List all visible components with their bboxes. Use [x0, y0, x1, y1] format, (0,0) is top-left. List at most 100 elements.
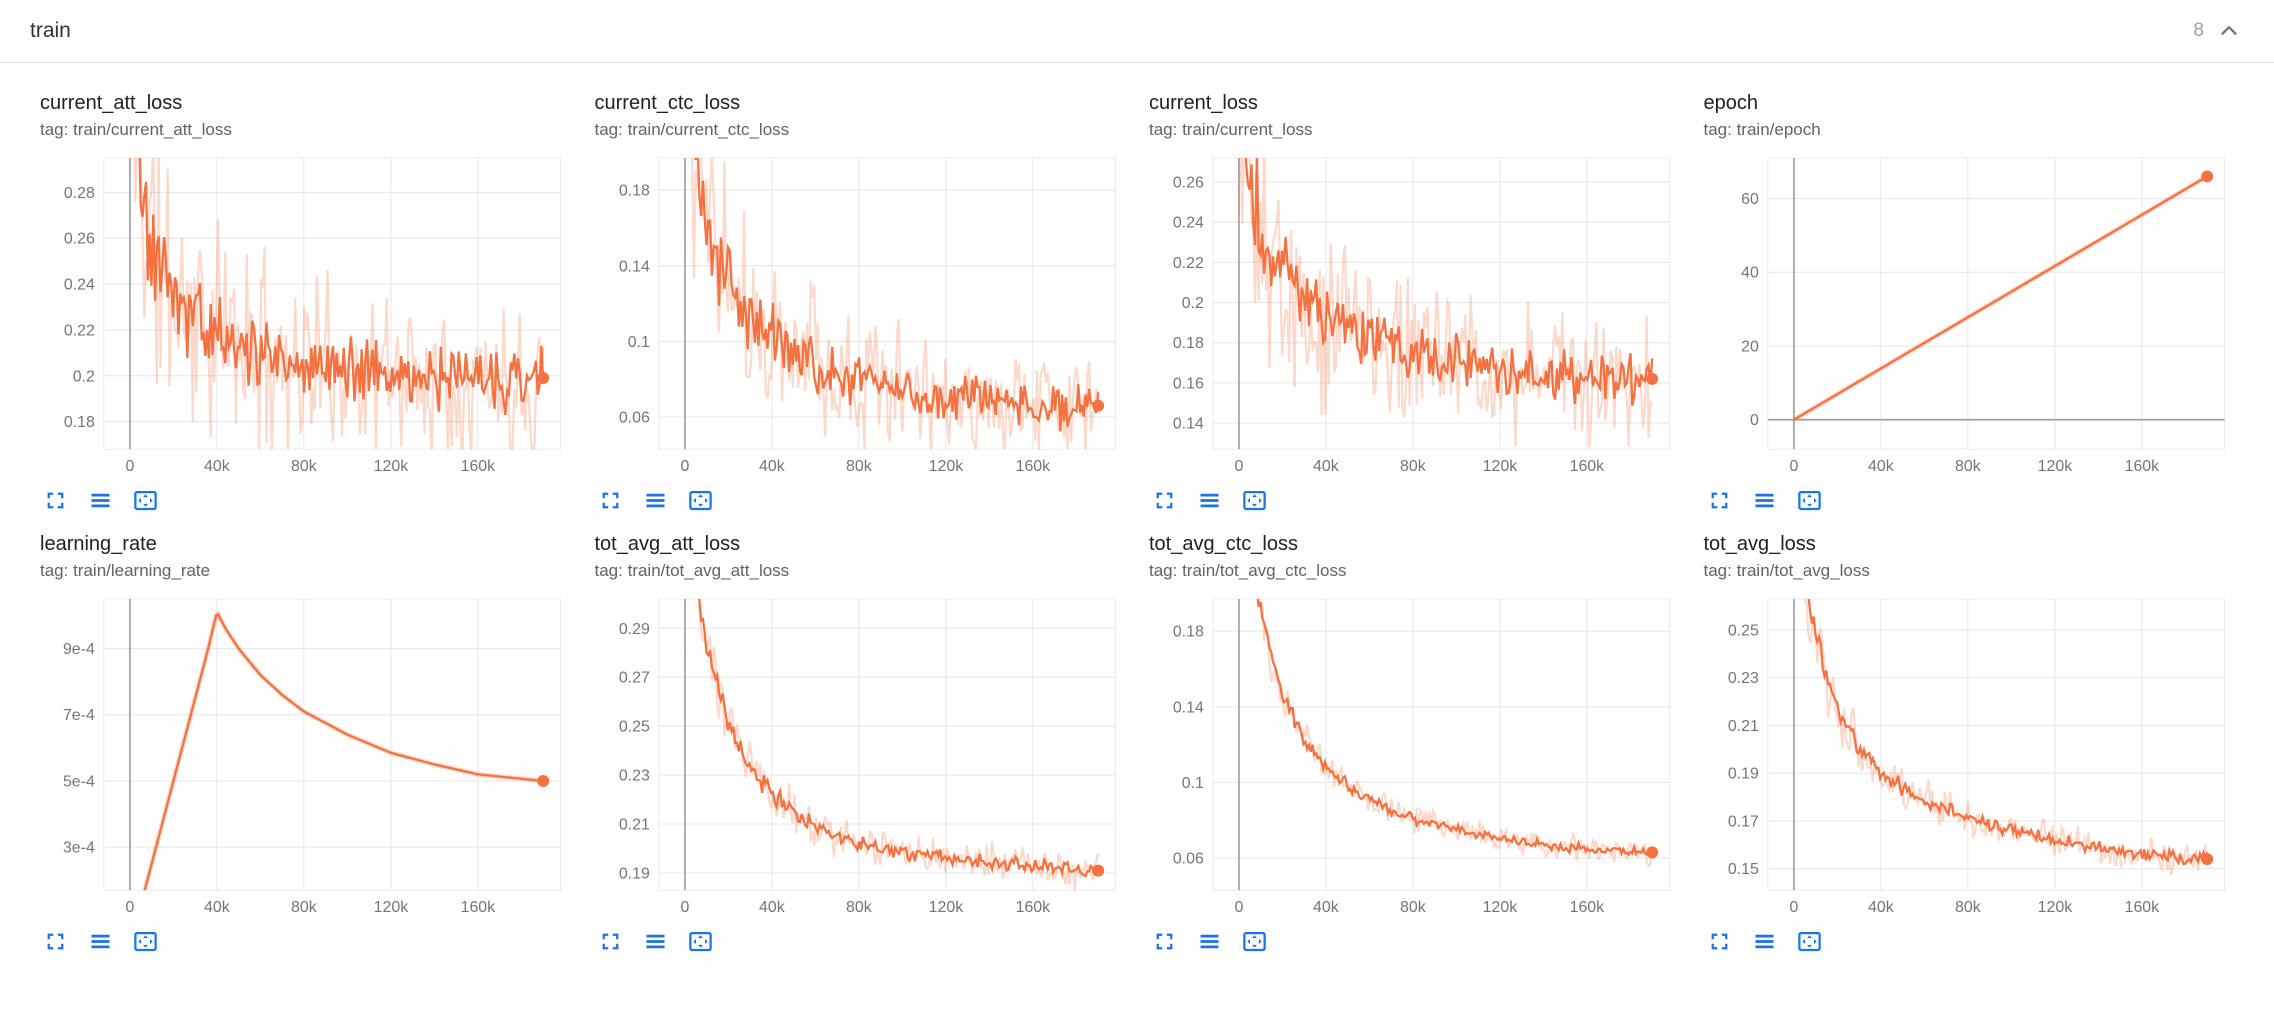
svg-text:40: 40 — [1741, 265, 1759, 282]
svg-text:120k: 120k — [1483, 899, 1518, 916]
svg-text:80k: 80k — [1400, 458, 1426, 475]
fullscreen-icon[interactable] — [1151, 487, 1178, 514]
svg-text:0.25: 0.25 — [1727, 623, 1758, 640]
svg-text:0.23: 0.23 — [618, 768, 649, 785]
svg-text:0.2: 0.2 — [1182, 295, 1204, 312]
svg-text:0: 0 — [1235, 458, 1244, 475]
svg-text:7e-4: 7e-4 — [63, 707, 95, 724]
chart-title: current_ctc_loss — [594, 92, 741, 114]
lines-icon[interactable] — [642, 928, 669, 955]
line-chart[interactable]: 3e-4 5e-4 7e-4 9e-4 0 40k 80k 120k 160k — [40, 593, 571, 924]
chart-card: tot_avg_att_loss tag: train/tot_avg_att_… — [595, 532, 1126, 955]
fullscreen-icon[interactable] — [1706, 928, 1733, 955]
lines-icon[interactable] — [87, 487, 114, 514]
fit-domain-icon[interactable] — [132, 487, 159, 514]
fit-domain-icon[interactable] — [1796, 928, 1823, 955]
svg-text:0: 0 — [126, 458, 135, 475]
chart-title: current_loss — [1149, 92, 1258, 114]
fullscreen-icon[interactable] — [597, 928, 624, 955]
svg-text:0.18: 0.18 — [1173, 624, 1204, 641]
svg-text:40k: 40k — [759, 899, 785, 916]
fit-domain-icon[interactable] — [1241, 928, 1268, 955]
svg-text:0: 0 — [1749, 412, 1758, 429]
fit-domain-icon[interactable] — [1796, 487, 1823, 514]
svg-text:0: 0 — [126, 899, 135, 916]
card-toolbar — [595, 487, 1126, 514]
svg-text:0.25: 0.25 — [618, 719, 649, 736]
svg-text:40k: 40k — [759, 458, 785, 475]
svg-text:9e-4: 9e-4 — [63, 641, 95, 658]
chart-card: tot_avg_loss tag: train/tot_avg_loss 0.1… — [1704, 532, 2235, 955]
chart-card: tot_avg_ctc_loss tag: train/tot_avg_ctc_… — [1149, 532, 1680, 955]
run-section-header[interactable]: train 8 — [0, 0, 2274, 63]
svg-text:0.1: 0.1 — [1182, 775, 1204, 792]
svg-text:5e-4: 5e-4 — [63, 774, 95, 791]
svg-text:80k: 80k — [1400, 899, 1426, 916]
fit-domain-icon[interactable] — [132, 928, 159, 955]
line-chart[interactable]: 0.06 0.1 0.14 0.18 0 40k 80k 120k 160k — [1149, 593, 1680, 924]
chart-title: tot_avg_loss — [1703, 533, 1816, 556]
card-toolbar — [1704, 487, 2235, 514]
line-chart[interactable]: 0.18 0.2 0.22 0.24 0.26 0.28 0 40k 80k 120k 160k — [40, 152, 571, 483]
svg-text:160k: 160k — [1570, 458, 1605, 475]
line-chart[interactable]: 0 20 40 60 0 40k 80k 120k 160k — [1704, 152, 2235, 483]
lines-icon[interactable] — [87, 928, 114, 955]
chart-tag: tag: train/tot_avg_att_loss — [594, 561, 790, 581]
line-chart[interactable]: 0.19 0.21 0.23 0.25 0.27 0.29 0 40k 80k 120k 160k — [595, 593, 1126, 924]
line-chart[interactable]: 0.14 0.16 0.18 0.2 0.22 0.24 0.26 0 40k 80k 120k 16… — [1149, 152, 1680, 483]
lines-icon[interactable] — [1196, 928, 1223, 955]
svg-text:0.18: 0.18 — [618, 183, 649, 200]
svg-text:0.21: 0.21 — [1727, 718, 1758, 735]
svg-text:120k: 120k — [2037, 458, 2072, 475]
fullscreen-icon[interactable] — [1706, 487, 1733, 514]
svg-text:120k: 120k — [1483, 458, 1518, 475]
svg-text:160k: 160k — [1015, 458, 1050, 475]
fit-domain-icon[interactable] — [1241, 487, 1268, 514]
card-toolbar — [1149, 487, 1680, 514]
chart-title: tot_avg_ctc_loss — [1149, 533, 1298, 556]
chart-title: current_att_loss — [40, 92, 183, 114]
svg-text:80k: 80k — [846, 899, 872, 916]
svg-text:20: 20 — [1741, 338, 1759, 355]
chart-title: learning_rate — [40, 533, 157, 556]
section-header-right: 8 — [2193, 16, 2244, 46]
svg-text:0.2: 0.2 — [73, 368, 95, 385]
fullscreen-icon[interactable] — [1151, 928, 1178, 955]
card-toolbar — [595, 928, 1126, 955]
chart-title: tot_avg_att_loss — [594, 533, 741, 556]
svg-text:120k: 120k — [928, 899, 963, 916]
chart-title: epoch — [1703, 92, 1759, 114]
svg-text:0: 0 — [680, 899, 689, 916]
svg-text:0.28: 0.28 — [64, 185, 95, 202]
lines-icon[interactable] — [642, 487, 669, 514]
fit-domain-icon[interactable] — [687, 487, 714, 514]
lines-icon[interactable] — [1751, 487, 1778, 514]
svg-text:0.22: 0.22 — [1173, 255, 1204, 272]
svg-text:40k: 40k — [1868, 899, 1894, 916]
svg-text:160k: 160k — [1570, 899, 1605, 916]
chart-card: current_loss tag: train/current_loss 0.1… — [1149, 91, 1680, 514]
card-toolbar — [1149, 928, 1680, 955]
svg-text:80k: 80k — [1955, 899, 1981, 916]
lines-icon[interactable] — [1751, 928, 1778, 955]
svg-text:0.17: 0.17 — [1727, 814, 1758, 831]
line-chart[interactable]: 0.06 0.1 0.14 0.18 0 40k 80k 120k 160k — [595, 152, 1126, 483]
fullscreen-icon[interactable] — [42, 487, 69, 514]
svg-text:3e-4: 3e-4 — [63, 840, 95, 857]
chevron-up-icon[interactable] — [2214, 16, 2244, 46]
chart-tag: tag: train/tot_avg_loss — [1703, 561, 1870, 581]
chart-tag: tag: train/current_loss — [1149, 120, 1313, 139]
svg-text:0.06: 0.06 — [1173, 851, 1204, 868]
svg-text:160k: 160k — [2124, 458, 2159, 475]
fit-domain-icon[interactable] — [687, 928, 714, 955]
svg-text:0.23: 0.23 — [1727, 670, 1758, 687]
fullscreen-icon[interactable] — [597, 487, 624, 514]
svg-text:0.18: 0.18 — [1173, 335, 1204, 352]
svg-text:0: 0 — [1789, 899, 1798, 916]
svg-text:40k: 40k — [1313, 899, 1339, 916]
line-chart[interactable]: 0.15 0.17 0.19 0.21 0.23 0.25 0 40k 80k 120k 160k — [1704, 593, 2235, 924]
lines-icon[interactable] — [1196, 487, 1223, 514]
fullscreen-icon[interactable] — [42, 928, 69, 955]
svg-text:0.24: 0.24 — [64, 277, 95, 294]
card-toolbar — [40, 487, 571, 514]
